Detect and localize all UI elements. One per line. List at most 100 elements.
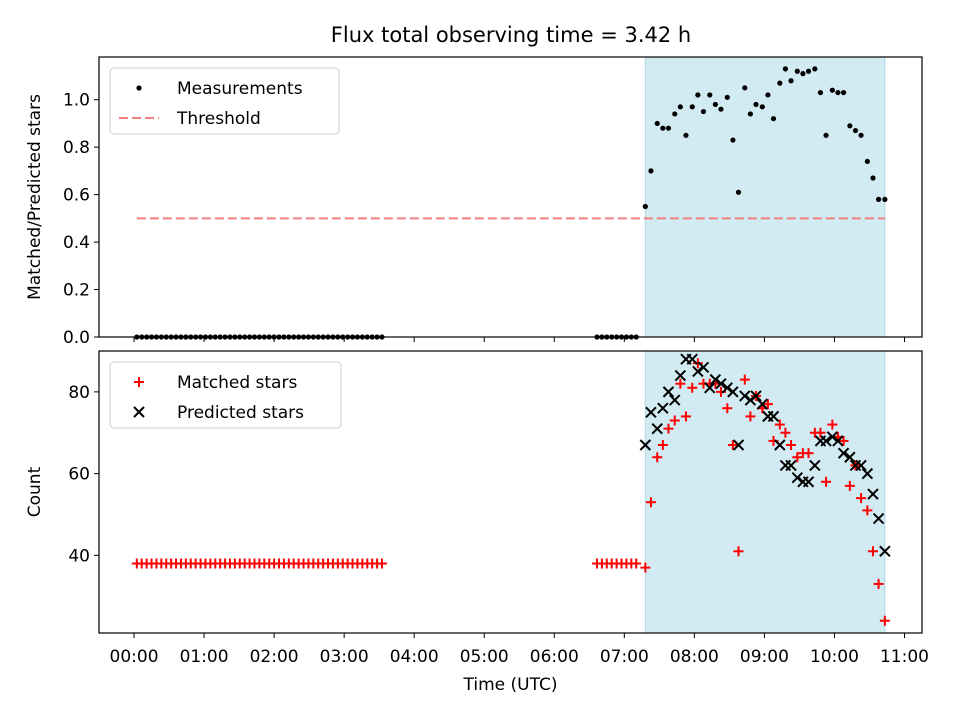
measurement-point (672, 111, 678, 117)
matched-star-point (739, 374, 750, 385)
predicted-star-point (639, 439, 652, 451)
predicted-star-point (721, 382, 733, 394)
measurement-point (777, 80, 783, 86)
predicted-star-point (756, 398, 769, 410)
predicted-star-point (832, 435, 844, 447)
shaded-region (644, 56, 886, 338)
matched-star-point (675, 378, 686, 389)
matched-star-point (631, 558, 642, 569)
predicted-star-point (727, 386, 739, 398)
y-tick-label: 1.0 (63, 91, 90, 111)
measurement-point (665, 125, 672, 131)
measurement-point (677, 104, 683, 110)
matched-star-point (862, 505, 873, 516)
x-axis-label: Time (UTC) (463, 675, 558, 695)
predicted-star-point (879, 545, 891, 557)
measurement-point (858, 132, 864, 138)
x-tick-label: 02:00 (250, 647, 299, 667)
axes-frame (98, 350, 923, 634)
predicted-star-point (867, 488, 879, 500)
legend-label: Threshold (176, 109, 261, 129)
x-tick-label: 03:00 (320, 647, 369, 667)
measurement-point (882, 196, 888, 202)
y-tick-label: 80 (68, 383, 90, 403)
matched-star-point (652, 452, 663, 463)
legend-marker-dot (136, 85, 142, 91)
measurement-point (864, 158, 870, 165)
matched-star-point (645, 497, 656, 508)
predicted-star-point (662, 386, 675, 398)
y-tick-label: 40 (68, 546, 90, 566)
predicted-star-point (809, 459, 821, 472)
measurement-point (742, 85, 748, 91)
measurement-point (817, 89, 824, 96)
x-tick-label: 08:00 (670, 647, 719, 667)
matched-star-point (821, 476, 832, 487)
matched-star-point (867, 546, 878, 557)
matched-star-point (827, 419, 838, 430)
matched-star-point (792, 452, 803, 463)
measurement-point (700, 108, 707, 115)
y-tick-label: 60 (68, 465, 90, 485)
predicted-star-point (715, 377, 727, 390)
measurement-point (812, 66, 818, 72)
measurement-point (718, 106, 724, 112)
measurement-point (753, 101, 759, 108)
matched-star-point (692, 358, 703, 369)
predicted-star-point (686, 353, 698, 365)
matched-star-point (856, 493, 867, 504)
legend-box (109, 361, 342, 429)
predicted-star-point (697, 361, 710, 374)
x-tick-label: 06:00 (530, 647, 579, 667)
measurement-point (800, 71, 806, 77)
predicted-star-point (826, 431, 839, 443)
matched-star-point (786, 440, 797, 450)
measurement-point (782, 66, 789, 72)
matched-star-point (745, 411, 756, 422)
predicted-star-point (669, 394, 681, 406)
measurement-point (654, 120, 660, 127)
measurement-point (847, 123, 853, 129)
matched-star-point (669, 415, 680, 426)
matched-star-point (640, 562, 651, 573)
matched-star-point (722, 403, 733, 414)
predicted-star-point (767, 410, 780, 423)
matched-star-point (774, 419, 785, 430)
x-tick-label: 09:00 (740, 647, 789, 667)
matched-star-point (879, 615, 890, 626)
measurement-point (707, 92, 713, 98)
matched-star-point (780, 427, 791, 438)
predicted-star-point (744, 394, 757, 406)
matched-star-point (873, 578, 884, 589)
measurement-point (712, 101, 718, 108)
legend: Matched stars Predicted stars (109, 361, 342, 429)
x-tick-label: 05:00 (460, 647, 509, 667)
matched-star-point (663, 423, 674, 434)
measurement-point (870, 175, 876, 181)
y-tick-label: 0.4 (63, 233, 90, 253)
measurement-point (683, 132, 689, 138)
x-tick-label: 10:00 (810, 647, 859, 667)
measurement-point (689, 104, 695, 110)
matched-star-point (844, 480, 855, 491)
bottom-panel: 40 60 80 00:00 01:00 02:00 03:00 04:00 05:00 06:0… (25, 350, 929, 695)
y-axis-label: Matched/Predicted stars (25, 94, 45, 300)
matched-star-point (815, 427, 826, 438)
x-tick-label: 01:00 (180, 647, 229, 667)
predicted-star-point (802, 476, 815, 488)
predicted-star-point (709, 373, 722, 386)
y-tick-label: 0.6 (63, 186, 90, 206)
top-panel: 0.0 0.2 0.4 0.6 0.8 1.0 Matched/Predicted star… (25, 56, 923, 348)
matched-star-point (680, 411, 691, 422)
matched-star-point (838, 435, 849, 446)
measurement-point (788, 78, 794, 84)
matched-star-point (733, 546, 744, 557)
x-tick-label: 00:00 (110, 647, 159, 667)
legend-label: Predicted stars (177, 403, 304, 423)
predicted-star-point (750, 390, 762, 402)
legend-marker-plus (134, 377, 144, 387)
measurement-point (730, 137, 736, 143)
predicted-star-point (645, 406, 657, 419)
predicted-star-point (657, 402, 669, 414)
